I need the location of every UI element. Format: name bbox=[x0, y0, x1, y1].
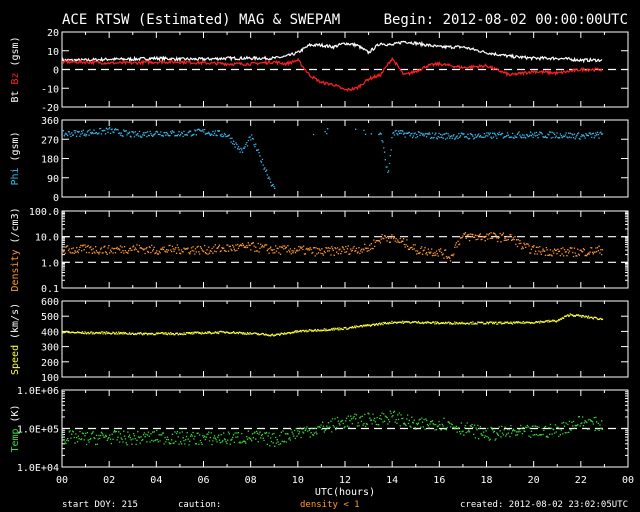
y-tick-label: 1.0E+04 bbox=[17, 463, 59, 474]
x-tick-label: 18 bbox=[480, 475, 492, 486]
y-tick-label: 0 bbox=[53, 66, 59, 77]
caution-label: caution: bbox=[178, 500, 221, 510]
y-tick-label: 1.0E+05 bbox=[17, 425, 59, 436]
y-tick-label: 0.1 bbox=[41, 284, 59, 295]
y-tick-label: 10.0 bbox=[35, 233, 59, 244]
x-tick-label: 06 bbox=[197, 475, 209, 486]
panel-frame-speed bbox=[61, 300, 629, 378]
created-time: created: 2012-08-02 23:02:05UTC bbox=[460, 500, 628, 510]
series-line-Bz bbox=[61, 56, 603, 92]
y-axis-label-1: (gsm) bbox=[10, 131, 21, 161]
y-tick-label: 100 bbox=[41, 373, 59, 384]
y-axis-label-1: (/cm3) bbox=[10, 207, 21, 243]
x-tick-label: 00 bbox=[622, 475, 634, 486]
series-points-Phi bbox=[62, 127, 604, 189]
y-tick-label: 20 bbox=[47, 28, 59, 39]
series-line-Bt bbox=[61, 40, 603, 64]
y-axis-label-1: Bz bbox=[10, 72, 21, 84]
x-tick-label: 14 bbox=[386, 475, 398, 486]
y-axis-label-0: Density bbox=[10, 249, 21, 291]
y-tick-label: 300 bbox=[41, 343, 59, 354]
x-tick-label: 22 bbox=[575, 475, 587, 486]
y-tick-label: 10 bbox=[47, 47, 59, 58]
y-tick-label: 1.0 bbox=[41, 258, 59, 269]
y-tick-label: 270 bbox=[41, 135, 59, 146]
y-tick-label: 100.0 bbox=[29, 207, 59, 218]
density-caution: density < 1 bbox=[300, 500, 360, 510]
y-tick-label: 180 bbox=[41, 155, 59, 166]
begin-time: Begin: 2012-08-02 00:00:00UTC bbox=[384, 12, 628, 28]
y-axis-label-2: (gsm) bbox=[10, 36, 21, 66]
x-tick-label: 08 bbox=[245, 475, 257, 486]
y-tick-label: 360 bbox=[41, 116, 59, 127]
y-axis-label-0: Bt bbox=[10, 90, 21, 102]
y-axis-label-1: (K) bbox=[10, 404, 21, 422]
y-axis-label-0: Speed bbox=[10, 345, 21, 375]
y-tick-label: 200 bbox=[41, 358, 59, 369]
y-tick-label: 400 bbox=[41, 327, 59, 338]
y-tick-label: -20 bbox=[41, 103, 59, 114]
y-tick-label: -10 bbox=[41, 84, 59, 95]
y-tick-label: 600 bbox=[41, 297, 59, 308]
y-tick-label: 500 bbox=[41, 312, 59, 323]
x-tick-label: 02 bbox=[103, 475, 115, 486]
series-points-Temp bbox=[62, 410, 604, 447]
x-tick-label: 00 bbox=[56, 475, 68, 486]
y-tick-label: 1.0E+06 bbox=[17, 386, 59, 397]
panels: 20100-10-20BtBz(gsm)360270180900Phi(gsm)… bbox=[10, 28, 634, 486]
series-points-Density bbox=[62, 232, 604, 262]
x-tick-label: 04 bbox=[150, 475, 162, 486]
x-axis-label: UTC(hours) bbox=[315, 487, 375, 498]
x-tick-label: 10 bbox=[292, 475, 304, 486]
y-axis-label-0: Phi bbox=[10, 167, 21, 185]
plot-title: ACE RTSW (Estimated) MAG & SWEPAM bbox=[62, 12, 340, 28]
panel-frame-phi bbox=[61, 119, 629, 198]
x-tick-label: 16 bbox=[433, 475, 445, 486]
y-axis-label-0: Temp bbox=[10, 428, 21, 452]
y-tick-label: 90 bbox=[47, 174, 59, 185]
y-axis-label-1: (km/s) bbox=[10, 303, 21, 339]
y-tick-label: 0 bbox=[53, 193, 59, 204]
x-tick-label: 20 bbox=[528, 475, 540, 486]
x-tick-label: 12 bbox=[339, 475, 351, 486]
start-doy: start DOY: 215 bbox=[62, 500, 138, 510]
series-points-Speed bbox=[62, 313, 604, 337]
